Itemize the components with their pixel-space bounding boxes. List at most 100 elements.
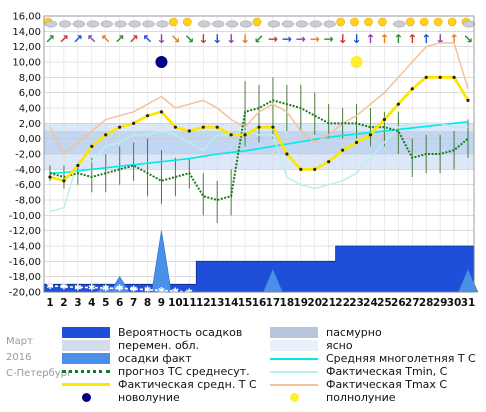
cloud-icon bbox=[128, 20, 141, 28]
precip-probability-area bbox=[43, 245, 475, 293]
x-tick-label: 21 bbox=[321, 297, 336, 309]
wind-arrow-icon: ↗ bbox=[73, 32, 83, 46]
x-tick-label: 3 bbox=[74, 297, 81, 309]
cloud-icon bbox=[86, 20, 100, 28]
full-moon-marker bbox=[350, 56, 363, 68]
fact-mean-point bbox=[285, 152, 289, 156]
wind-arrow-icon: → bbox=[268, 32, 278, 46]
cloud-glyph bbox=[156, 20, 169, 28]
overcast-swatch bbox=[270, 327, 318, 338]
legend-label: Фактическая средн. Т С bbox=[118, 378, 257, 391]
fact-mean-point bbox=[76, 163, 80, 168]
sun-glyph bbox=[378, 17, 387, 27]
sun-glyph bbox=[169, 17, 178, 27]
x-tick-label: 15 bbox=[238, 297, 253, 309]
x-tick-label: 29 bbox=[433, 297, 448, 309]
x-tick-label: 26 bbox=[391, 297, 406, 309]
x-tick-label: 28 bbox=[419, 297, 434, 309]
wind-arrow-icon: ↖ bbox=[143, 32, 153, 46]
cloud-glyph bbox=[462, 20, 476, 28]
fact-mean-point bbox=[299, 167, 303, 171]
cloud-glyph bbox=[44, 20, 58, 28]
legend-label: перемен. обл. bbox=[118, 339, 200, 352]
sun-icon bbox=[169, 17, 178, 27]
x-tick-label: 5 bbox=[102, 297, 109, 309]
x-tick-label: 9 bbox=[158, 297, 165, 309]
snow-marker: ✱ bbox=[158, 286, 166, 296]
sun-icon bbox=[419, 17, 429, 27]
wind-arrow-icon: ↓ bbox=[435, 32, 445, 46]
cloud-icon bbox=[309, 20, 322, 28]
y-tick-label: 16,00 bbox=[12, 12, 41, 23]
wind-arrow-icon: → bbox=[282, 32, 292, 46]
x-tick-label: 8 bbox=[144, 297, 151, 309]
precip_prob-swatch bbox=[62, 327, 110, 338]
cloud-glyph bbox=[128, 20, 141, 28]
legend-label: Вероятность осадков bbox=[118, 326, 243, 339]
wind-arrow-icon: ↓ bbox=[240, 32, 250, 46]
temperature-chart: ↗ ↗ ↗ ↖ ↖ ↗ ↗ ↖ ↓ ↘ ↘ ↓ ↓ ↓ ↓ ↙ → → → → → ↓ ↓ ↑ ↑ ↑ ↑ ↑ ↓ ↑ ↘ ✱ ✱ ✱ ✱ ✱ ✱ ✱ ✱… bbox=[9, 12, 479, 309]
wind-arrow-icon: ↑ bbox=[407, 32, 417, 46]
x-tick-label: 14 bbox=[224, 297, 239, 309]
normal-temp-line bbox=[49, 121, 469, 174]
cloud-glyph bbox=[281, 20, 295, 28]
cloud-glyph bbox=[100, 20, 113, 28]
snow-marker: ✱ bbox=[130, 285, 138, 295]
fact-mean-point bbox=[243, 133, 247, 137]
fact-mean-point bbox=[438, 75, 442, 79]
wind-arrow-icon: ↑ bbox=[379, 32, 389, 46]
cloud-icon bbox=[281, 20, 295, 28]
fact-mean-point bbox=[90, 144, 94, 148]
wind-arrow-icon: ↗ bbox=[59, 32, 69, 46]
y-tick-label: 0,00 bbox=[19, 134, 41, 145]
y-tick-label: 2,00 bbox=[19, 119, 41, 130]
tmax-swatch bbox=[270, 384, 318, 386]
cloud-glyph bbox=[225, 20, 239, 28]
legend-label: осадки факт bbox=[118, 352, 192, 365]
fact-mean-point bbox=[159, 110, 164, 114]
plot-border bbox=[43, 15, 475, 293]
fact-mean-point bbox=[341, 148, 345, 152]
cloud-icon bbox=[198, 20, 211, 28]
x-tick-label: 12 bbox=[196, 297, 211, 309]
wind-arrow-icon: ↙ bbox=[254, 32, 264, 46]
sun-glyph bbox=[405, 17, 415, 27]
x-tick-label: 23 bbox=[349, 297, 364, 309]
y-tick-label: 6,00 bbox=[19, 88, 41, 99]
variable_cloud-swatch bbox=[62, 340, 110, 351]
wind-arrow-icon: ↗ bbox=[129, 32, 139, 46]
fact-mean-point bbox=[229, 133, 233, 137]
cloud-icon bbox=[295, 20, 309, 28]
year-label: 2016 bbox=[6, 352, 32, 363]
weather-icon-row bbox=[43, 17, 476, 28]
y-tick-label: 4,00 bbox=[19, 104, 41, 115]
tmax-line bbox=[49, 42, 469, 156]
cloud-glyph bbox=[267, 20, 281, 28]
cloud-glyph bbox=[239, 20, 253, 28]
legend-label: Средняя многолетняя Т С bbox=[326, 352, 476, 365]
sun-icon bbox=[183, 17, 192, 27]
x-tick-label: 2 bbox=[60, 297, 67, 309]
y-tick-label: -20,00 bbox=[9, 288, 41, 299]
new_moon-swatch bbox=[82, 393, 91, 402]
wind-arrow-icon: → bbox=[296, 32, 306, 46]
cloud-icon bbox=[211, 20, 225, 28]
fact-mean-point bbox=[382, 117, 386, 122]
y-tick-label: 10,00 bbox=[12, 58, 41, 69]
y-axis: 16,00 14,00 12,00 10,00 8,00 6,00 4,00 2,00 0,00… bbox=[9, 12, 41, 299]
snow-marker: ✱ bbox=[144, 286, 152, 296]
x-tick-label: 19 bbox=[293, 297, 308, 309]
wind-arrow-icon: ↓ bbox=[352, 32, 362, 46]
x-tick-label: 20 bbox=[307, 297, 322, 309]
x-tick-label: 1 bbox=[46, 297, 53, 309]
fact_mean-swatch bbox=[62, 383, 110, 386]
cloud-glyph bbox=[295, 20, 309, 28]
sun-glyph bbox=[350, 17, 359, 27]
x-tick-label: 30 bbox=[447, 297, 462, 309]
city-label: С-Петербург bbox=[6, 368, 73, 379]
cloud-icon bbox=[72, 20, 86, 28]
cloud-glyph bbox=[58, 20, 72, 28]
fact-mean-point bbox=[187, 129, 191, 133]
fact-mean-point bbox=[257, 125, 261, 129]
cloud-icon bbox=[267, 20, 281, 28]
